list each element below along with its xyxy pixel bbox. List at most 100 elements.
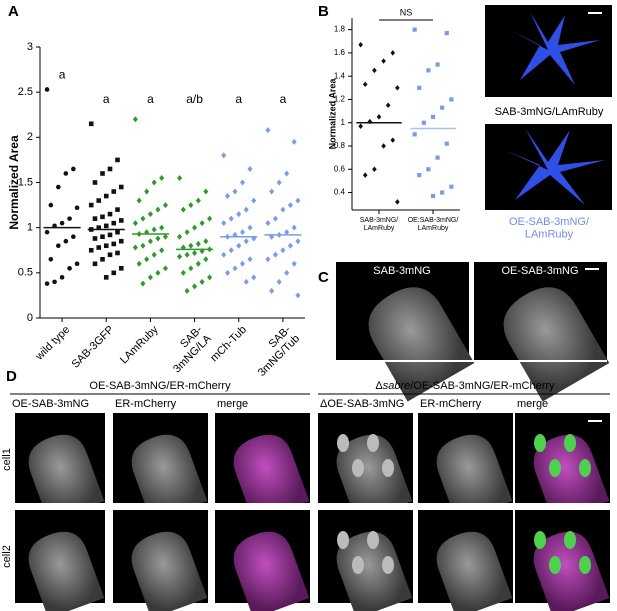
dot [358,123,363,129]
dot [251,274,257,281]
image-grid: OE-SAB-3mNG ER-mCherry merge ΔOE-SAB-3mNG ER… [0,398,617,611]
nucleus [534,531,546,549]
dot [426,68,431,73]
scale-bar [585,268,599,270]
dot [276,179,282,186]
panel-label: A [8,3,19,20]
dot [440,105,445,110]
dot [115,207,120,212]
dot [88,121,94,127]
dot [136,197,142,204]
dot [239,229,246,236]
column-label: ΔOE-SAB-3mNG [320,398,404,410]
dot [144,256,150,263]
dot [291,138,297,145]
dot [243,238,249,245]
y-tick-label: 2.5 [18,86,33,98]
dot [52,279,57,285]
dot [184,229,190,236]
dot [180,206,186,213]
dot [395,199,400,205]
dot [115,250,120,256]
dot [449,184,454,189]
dot [444,141,449,146]
dot [203,188,209,195]
dot [203,256,209,263]
dot [228,215,234,222]
dot [195,240,201,247]
dot [287,242,293,249]
dot [390,50,396,56]
y-tick-label: 0.8 [334,141,346,150]
nucleus [337,434,349,452]
dot [44,281,50,286]
dot [92,236,98,241]
dot [155,206,161,213]
cover [336,360,607,362]
dot [440,190,445,195]
dot [291,260,297,267]
dot [136,260,142,267]
nucleus [367,434,379,452]
y-tick-label: 2 [27,131,33,143]
dot [269,287,275,294]
dot [287,202,293,209]
dot [224,193,231,200]
y-tick-label: 0 [27,312,33,324]
dot [199,248,205,255]
dot [107,232,113,238]
column-label: merge [517,398,548,410]
dot [188,242,194,249]
significance-label: a/b [186,92,203,106]
dot [291,224,297,231]
scale-bar [588,420,602,422]
dot [381,143,386,149]
dot [162,265,168,272]
image-caption: SAB-3mNG/LAmRuby [495,106,604,118]
dot [118,238,124,244]
dot [107,252,113,258]
dot [265,127,271,134]
y-axis-label: Normalized Area [327,78,337,150]
row-label: cell1 [1,448,13,471]
nucleus [549,556,561,574]
dot [272,251,278,258]
dot [140,280,146,287]
dot [243,278,249,285]
y-tick-label: 1.5 [18,176,33,188]
y-tick-label: 1.6 [334,48,346,57]
nucleus [534,434,546,452]
dot [358,42,363,48]
dot [381,58,386,64]
dot [184,251,190,258]
dot [247,256,253,263]
x-tick-label: OE:SAB-3mNG/LAmRuby [408,217,459,232]
dot [111,189,117,194]
dot [147,274,153,281]
dot [269,233,275,240]
dot [59,275,65,280]
dot [390,137,396,143]
dot [103,193,109,199]
dot [103,275,109,280]
dot [144,229,150,236]
x-tick-label: SAB-3GFP [69,324,116,371]
dot [417,85,422,90]
dot [103,243,109,249]
nucleus [564,434,576,452]
y-axis-label: Normalized Area [7,135,21,230]
panel-label: D [6,368,17,385]
dot [118,184,124,190]
dot [265,256,271,263]
chart: Normalized Area 0.4 0.6 0.8 1 1.2 1.4 1.6 1.8 SAB… [327,7,460,232]
nucleus [382,459,394,477]
dot [265,220,271,227]
dot [56,184,61,190]
dot [280,247,286,254]
dot [199,278,205,285]
dot [159,224,165,231]
dot [63,171,69,176]
dot [426,167,431,172]
dot [147,211,153,218]
